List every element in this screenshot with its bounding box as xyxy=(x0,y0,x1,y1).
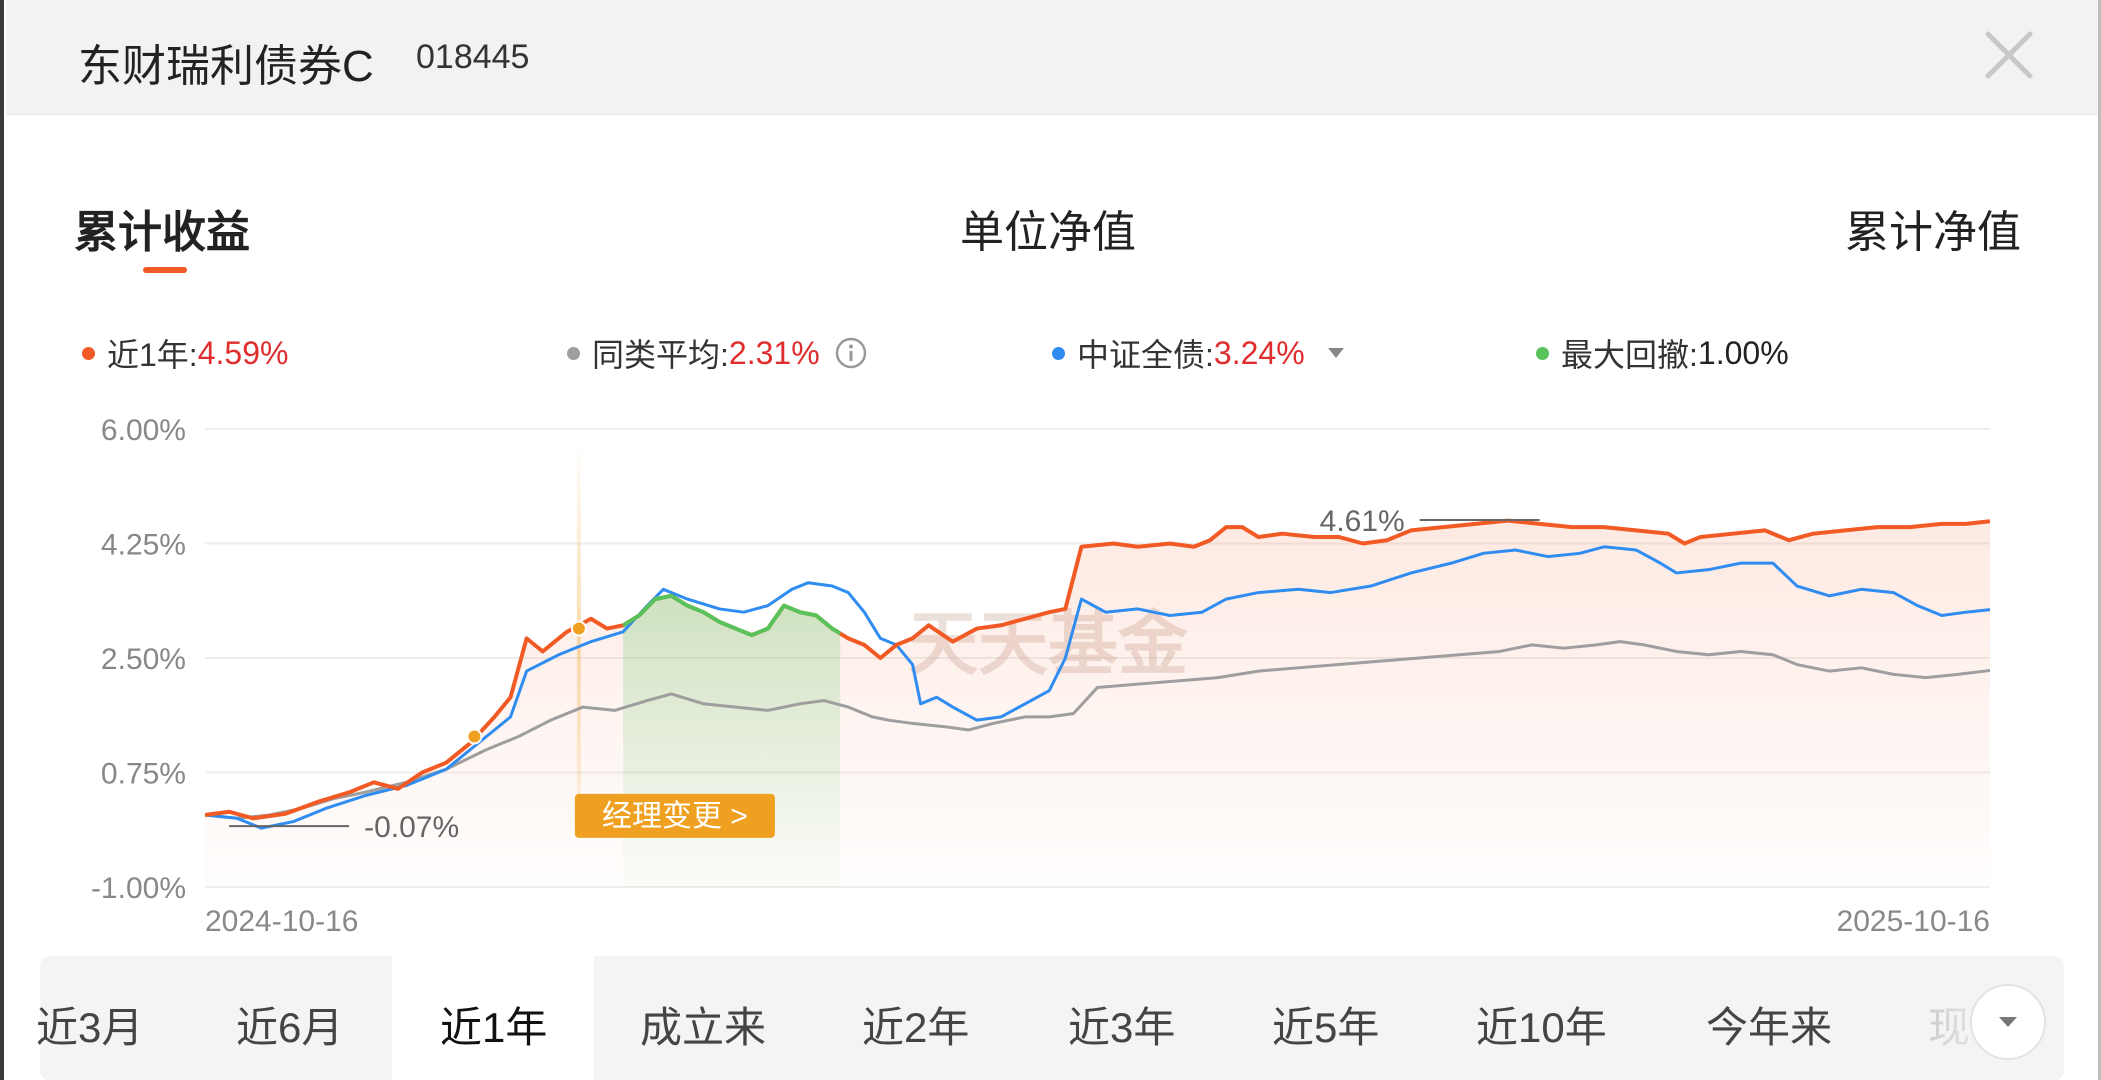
legend-item-max-drawdown: 最大回撤: 1.00% xyxy=(1536,330,1789,376)
header-bar: 东财瑞利债券C 018445 xyxy=(6,0,2098,115)
left-border xyxy=(0,0,4,1080)
fund-code: 018445 xyxy=(416,38,530,76)
chevron-down-icon xyxy=(1999,1017,2017,1027)
series-line-peer-avg xyxy=(204,640,1991,820)
x-tick-label: 2025-10-16 xyxy=(1837,905,1990,938)
legend-label-1y: 近1年: xyxy=(107,337,198,373)
series-line-fund xyxy=(204,518,1991,821)
legend-item-1y: 近1年: 4.59% xyxy=(82,330,288,376)
manager-change-badge[interactable]: 经理变更 > xyxy=(574,793,775,838)
x-tick-label: 2024-10-16 xyxy=(205,905,358,938)
period-since-inception[interactable]: 成立来 xyxy=(640,1004,767,1051)
period-3m[interactable]: 近3月 xyxy=(36,1004,144,1051)
period-selector: 近3月 近6月 近1年 成立来 近2年 近3年 近5年 近10年 今年来 现 xyxy=(36,954,2064,1080)
y-tick-label: 6.00% xyxy=(101,414,186,447)
period-ytd[interactable]: 今年来 xyxy=(1706,1004,1833,1051)
manager-change-badge-bg xyxy=(574,793,775,838)
y-tick-label: 4.25% xyxy=(101,529,186,562)
right-border xyxy=(2098,0,2101,1080)
caret-down-icon[interactable] xyxy=(1327,347,1345,359)
drawdown-line xyxy=(622,593,842,638)
more-periods-button[interactable] xyxy=(1970,984,2046,1060)
return-chart[interactable]: 6.00% 4.25% 2.50% 0.75% -1.00% 2024-10-16 2025… xyxy=(0,400,2101,940)
fund-name: 东财瑞利债券C xyxy=(78,42,374,91)
legend-value-benchmark: 3.24% xyxy=(1213,334,1305,371)
event-marker xyxy=(570,620,587,637)
period-3y[interactable]: 近3年 xyxy=(1068,1004,1176,1051)
event-marker xyxy=(466,728,483,745)
legend-label-peer-avg: 同类平均: xyxy=(592,337,729,373)
legend-value-peer-avg: 2.31% xyxy=(728,334,820,371)
manager-change-badge-label: 经理变更 > xyxy=(602,800,748,833)
period-active-background xyxy=(392,954,594,1080)
drawdown-area xyxy=(623,595,841,887)
legend-item-benchmark[interactable]: 中证全债: 3.24% xyxy=(1052,330,1345,376)
series-area-fill xyxy=(205,520,1990,887)
legend-value-1y: 4.59% xyxy=(197,334,289,371)
legend-label-max-drawdown: 最大回撤: xyxy=(1561,337,1698,373)
info-icon[interactable] xyxy=(834,336,868,370)
legend-dot-1y xyxy=(82,346,95,360)
min-annotation-label: -0.07% xyxy=(364,811,459,844)
close-icon[interactable] xyxy=(1978,24,2040,86)
period-2y[interactable]: 近2年 xyxy=(862,1004,970,1051)
y-tick-label: 2.50% xyxy=(101,643,186,676)
period-6m[interactable]: 近6月 xyxy=(236,1004,344,1051)
period-1y[interactable]: 近1年 xyxy=(440,1004,548,1051)
tab-unit-nav[interactable]: 单位净值 xyxy=(960,208,1136,257)
series-line-benchmark xyxy=(204,545,1991,830)
max-annotation-label: 4.61% xyxy=(1320,505,1405,538)
period-10y[interactable]: 近10年 xyxy=(1476,1004,1607,1051)
legend-dot-peer-avg xyxy=(567,346,580,360)
tab-active-indicator xyxy=(143,267,187,273)
legend-dot-benchmark xyxy=(1052,346,1065,360)
legend-value-max-drawdown: 1.00% xyxy=(1697,334,1789,371)
y-tick-label: -1.00% xyxy=(91,872,186,905)
y-tick-label: 0.75% xyxy=(101,758,186,791)
legend-label-benchmark: 中证全债: xyxy=(1077,337,1214,373)
legend-item-peer-avg: 同类平均: 2.31% xyxy=(567,330,868,376)
tab-cumulative-nav[interactable]: 累计净值 xyxy=(1845,208,2021,257)
legend-dot-max-drawdown xyxy=(1536,346,1549,360)
period-5y[interactable]: 近5年 xyxy=(1272,1004,1380,1051)
tab-cumulative-return[interactable]: 累计收益 xyxy=(74,208,250,257)
